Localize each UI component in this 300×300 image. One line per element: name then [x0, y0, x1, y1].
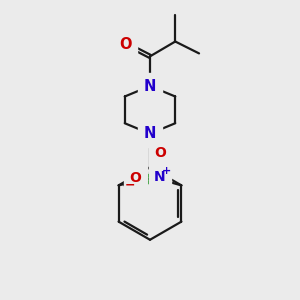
Text: O: O	[119, 37, 132, 52]
Text: O: O	[130, 171, 142, 184]
Text: N: N	[144, 79, 156, 94]
Text: N: N	[154, 170, 166, 184]
Text: Cl: Cl	[144, 172, 160, 188]
Text: O: O	[154, 146, 166, 160]
Text: −: −	[124, 178, 135, 191]
Text: N: N	[144, 126, 156, 141]
Text: +: +	[162, 166, 171, 176]
